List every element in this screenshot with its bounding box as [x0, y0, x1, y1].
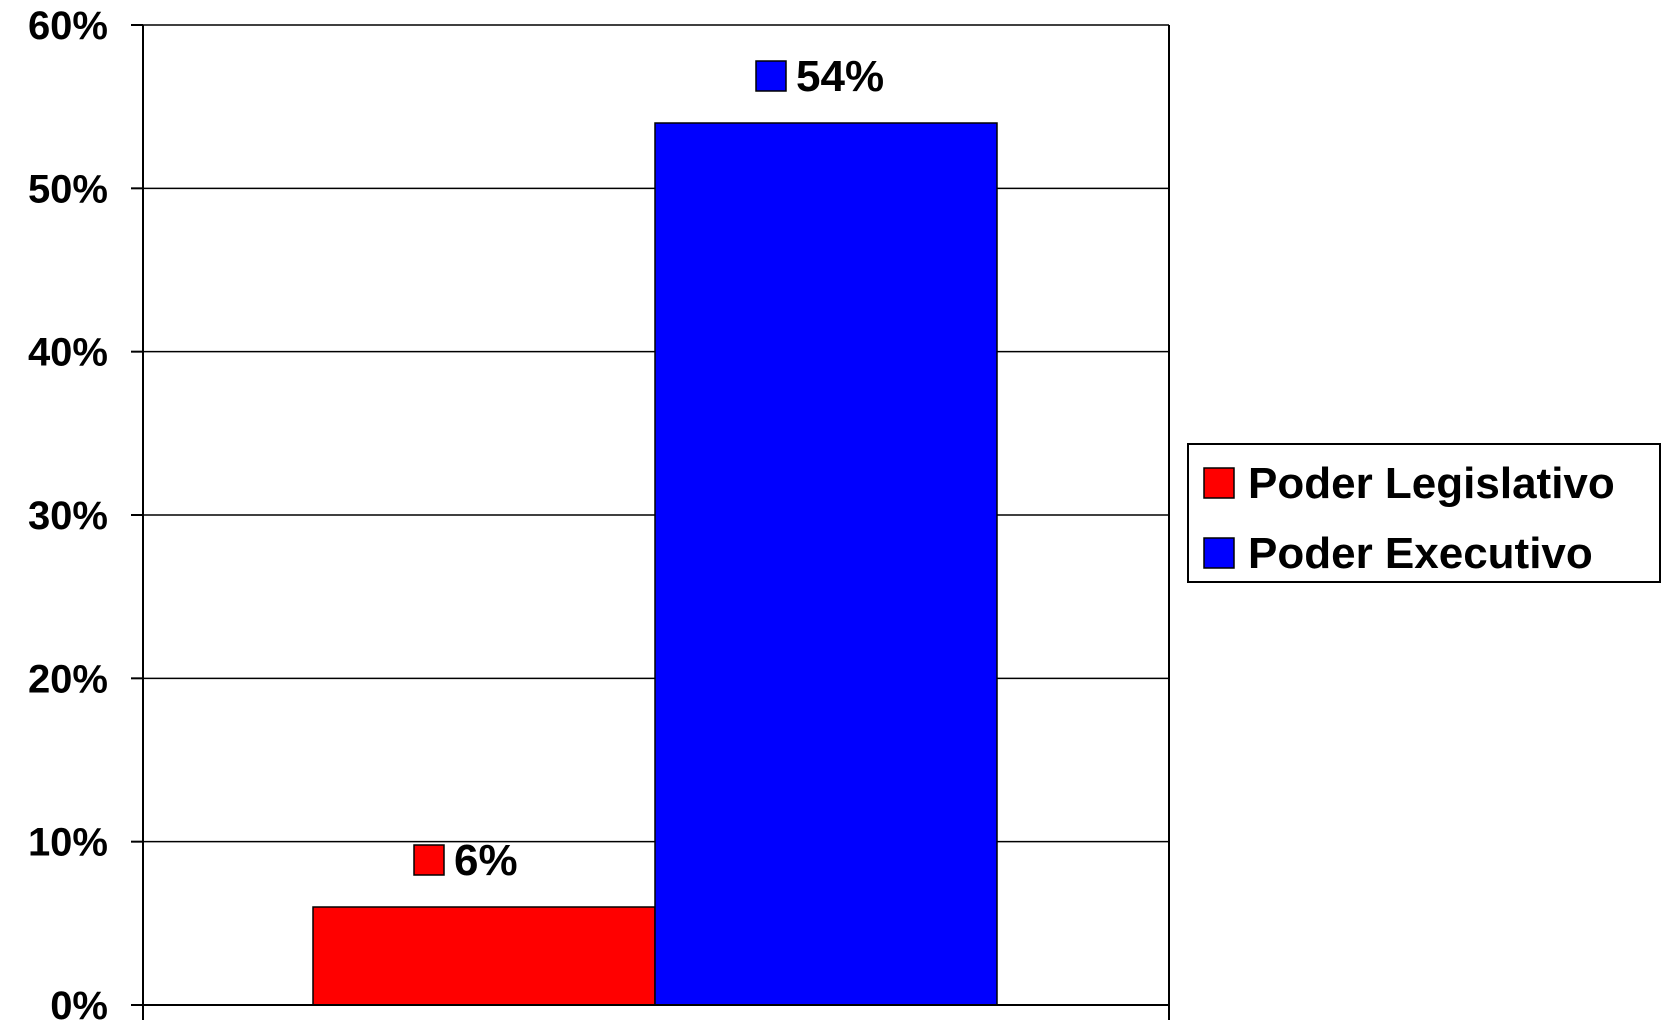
bar-poder-legislativo: [312, 906, 656, 1006]
y-tick-label: 20%: [28, 657, 108, 701]
y-tick-label: 10%: [28, 821, 108, 865]
bars: [312, 122, 998, 1006]
data-label-swatch-poder-executivo: [755, 60, 787, 92]
legend-swatch-poder-legislativo: [1203, 467, 1235, 499]
data-label-poder-executivo: 54%: [796, 52, 884, 101]
legend-label-poder-legislativo: Poder Legislativo: [1248, 459, 1615, 508]
y-tick-label: 40%: [28, 331, 108, 375]
legend: Poder Legislativo Poder Executivo: [1187, 443, 1661, 583]
y-tick-label: 0%: [50, 984, 108, 1026]
legend-box: [1187, 443, 1661, 583]
y-axis-tick-labels: 0% 10% 20% 30% 40% 50% 60%: [28, 4, 108, 1026]
data-labels: 6% 54%: [413, 52, 884, 885]
data-label-swatch-poder-legislativo: [413, 844, 445, 876]
y-tick-label: 50%: [28, 167, 108, 211]
y-tick-label: 30%: [28, 494, 108, 538]
legend-swatch-poder-executivo: [1203, 537, 1235, 569]
legend-label-poder-executivo: Poder Executivo: [1248, 529, 1593, 578]
data-label-poder-legislativo: 6%: [454, 836, 518, 885]
bar-poder-executivo: [654, 122, 998, 1006]
y-tick-label: 60%: [28, 4, 108, 48]
